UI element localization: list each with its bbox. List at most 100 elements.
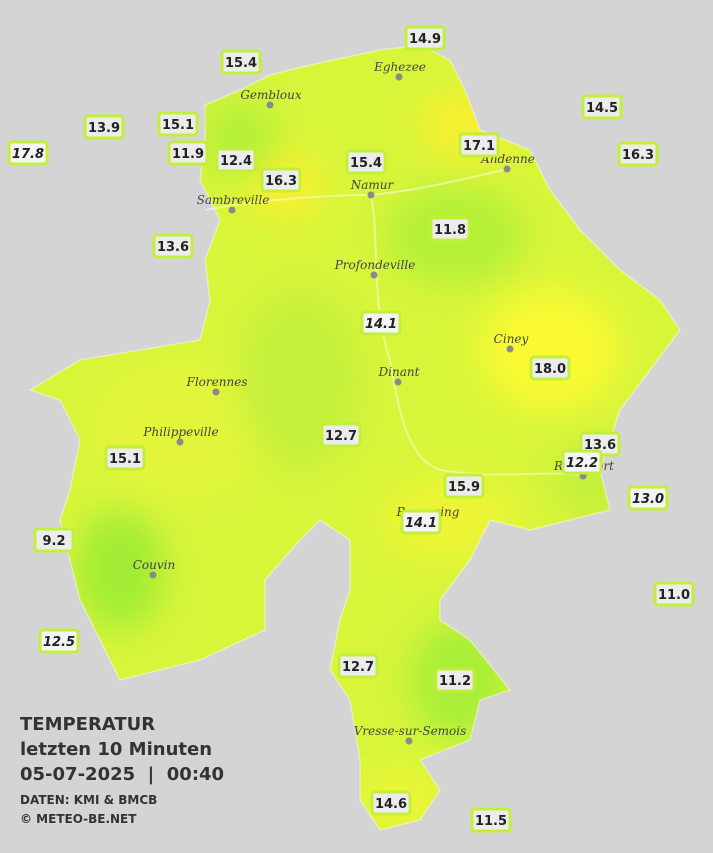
- city-dot: [367, 191, 375, 199]
- station: 14.6: [370, 790, 412, 816]
- legend-title: TEMPERATUR: [20, 714, 155, 735]
- station-value: 15.1: [162, 118, 194, 133]
- station: 9.2: [33, 527, 75, 553]
- station-box: [470, 807, 512, 833]
- station-box: [38, 628, 80, 654]
- city-dot: [212, 388, 220, 396]
- station-box: [434, 667, 476, 693]
- station-value: 14.1: [365, 317, 397, 332]
- station-value: 13.9: [88, 121, 120, 136]
- station-value: 16.3: [622, 148, 654, 163]
- city-dot: [176, 438, 184, 446]
- station: 14.1: [360, 310, 402, 336]
- station-box: [360, 310, 402, 336]
- station-value: 12.7: [325, 429, 357, 444]
- station-box: [404, 25, 446, 51]
- station-value: 15.1: [109, 452, 141, 467]
- station: 15.4: [345, 149, 387, 175]
- station-value: 14.9: [409, 32, 441, 47]
- station-box: [653, 581, 695, 607]
- station-box: [220, 49, 262, 75]
- station-box: [627, 485, 669, 511]
- station-value: 11.0: [658, 588, 690, 603]
- station-box: [104, 445, 146, 471]
- city-label: Florennes: [186, 375, 248, 389]
- city-label: Gembloux: [240, 88, 302, 102]
- city-dot: [506, 345, 514, 353]
- station: 11.2: [434, 667, 476, 693]
- station-value: 14.1: [405, 516, 437, 531]
- station-box: [617, 141, 659, 167]
- station-value: 16.3: [265, 174, 297, 189]
- city-dot: [370, 271, 378, 279]
- province-border: [28, 44, 681, 831]
- city-label: Dinant: [378, 365, 420, 379]
- station-value: 9.2: [42, 534, 65, 549]
- station-value: 11.5: [475, 814, 507, 829]
- station-box: [529, 355, 571, 381]
- station-box: [157, 111, 199, 137]
- station-value: 11.9: [172, 147, 204, 162]
- station: 12.7: [337, 653, 379, 679]
- station: 12.5: [38, 628, 80, 654]
- station-value: 12.5: [43, 635, 75, 650]
- city-dot: [228, 206, 236, 214]
- station: 12.2: [561, 449, 603, 475]
- station-value: 12.4: [220, 154, 252, 169]
- station-value: 18.0: [534, 362, 566, 377]
- station: 13.9: [83, 114, 125, 140]
- station-box: [7, 140, 49, 166]
- station: 12.7: [320, 422, 362, 448]
- station-value: 15.4: [225, 56, 257, 71]
- station: 16.3: [617, 141, 659, 167]
- station-box: [152, 233, 194, 259]
- station-box: [370, 790, 412, 816]
- station-box: [215, 147, 257, 173]
- legend-datetime: 05-07-2025 | 00:40: [20, 764, 224, 785]
- city-label: Couvin: [133, 558, 175, 572]
- city-label: Vresse-sur-Semois: [354, 724, 467, 738]
- station-value: 13.6: [157, 240, 189, 255]
- city-label: Eghezee: [373, 60, 426, 74]
- station: 16.3: [260, 167, 302, 193]
- station-value: 14.5: [586, 101, 618, 116]
- station-value: 12.2: [566, 456, 598, 471]
- city-dot: [405, 737, 413, 745]
- legend-source: DATEN: KMI & BMCB: [20, 793, 157, 807]
- legend-period: letzten 10 Minuten: [20, 739, 212, 760]
- station: 13.0: [627, 485, 669, 511]
- station: 15.4: [220, 49, 262, 75]
- city-label: Philippeville: [142, 425, 218, 439]
- station-value: 12.7: [342, 660, 374, 675]
- city-label: Profondeville: [334, 258, 416, 272]
- station: 11.9: [167, 140, 209, 166]
- station-box: [458, 132, 500, 158]
- station: 11.0: [653, 581, 695, 607]
- station: 14.1: [400, 509, 442, 535]
- station-box: [320, 422, 362, 448]
- station-box: [337, 653, 379, 679]
- station-box: [400, 509, 442, 535]
- city-dot: [395, 73, 403, 81]
- station-box: [83, 114, 125, 140]
- city-label: Sambreville: [197, 193, 270, 207]
- station-box: [429, 216, 471, 242]
- station-box: [167, 140, 209, 166]
- station: 17.1: [458, 132, 500, 158]
- city-dot: [394, 378, 402, 386]
- city-dot: [503, 165, 511, 173]
- station-box: [561, 449, 603, 475]
- city-dot: [149, 571, 157, 579]
- station: 11.8: [429, 216, 471, 242]
- station-box: [345, 149, 387, 175]
- station-value: 13.0: [632, 492, 664, 507]
- legend: TEMPERATUR letzten 10 Minuten 05-07-2025…: [20, 714, 224, 826]
- station-value: 15.4: [350, 156, 382, 171]
- station-value: 13.6: [584, 438, 616, 453]
- station: 17.8: [7, 140, 49, 166]
- station: 15.1: [104, 445, 146, 471]
- station-box: [443, 473, 485, 499]
- station-value: 17.8: [12, 147, 44, 162]
- station: 18.0: [529, 355, 571, 381]
